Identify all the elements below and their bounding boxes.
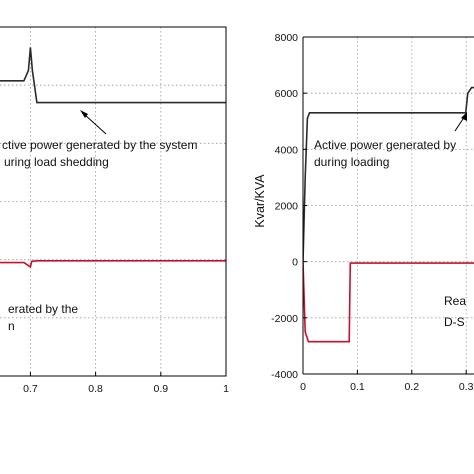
right-grid: [302, 36, 474, 375]
active-power-line: [303, 86, 474, 262]
right-y-axis-label: Kvar/KVA: [253, 174, 267, 228]
right-annotation2-line1: Rea: [444, 294, 466, 308]
left-series: [0, 47, 226, 269]
x-tick-label: 0.9: [153, 383, 168, 395]
right-annotation-active-power: Active power generated by during loading: [314, 112, 467, 169]
reactive-power-line: [0, 259, 226, 269]
x-tick-label: 0.2: [404, 381, 419, 393]
left-annotation-arrowhead: [80, 110, 88, 118]
right-annotation-line2: during loading: [314, 155, 389, 169]
y-tick-label: 4000: [275, 144, 299, 156]
right-annotation-arrowhead: [461, 112, 467, 121]
left-grid: [0, 27, 227, 376]
reactive-power-line: [303, 261, 474, 343]
x-tick-label: 0: [300, 381, 306, 393]
left-x-ticks: 0.60.70.80.91: [23, 372, 229, 395]
x-tick-label: 0.3: [459, 381, 474, 393]
x-tick-label: 0.8: [88, 383, 103, 395]
y-tick-label: 2000: [275, 201, 299, 213]
left-annotation-active-power: ctive power generated by the system urin…: [2, 110, 197, 169]
right-annotation2-line2: D-S: [444, 315, 465, 329]
left-chart: 0.60.70.80.91 ctive power generated by t…: [0, 26, 229, 395]
left-annotation-reactive-power: erated by the n: [8, 302, 78, 333]
y-tick-label: 6000: [275, 88, 299, 100]
left-annotation-line1: ctive power generated by the system: [2, 138, 197, 152]
y-tick-label: 8000: [275, 32, 299, 44]
active-power-line: [0, 47, 226, 104]
right-chart: 00.10.20.30.480006000400020000-2000-4000…: [253, 32, 474, 393]
y-tick-label: 0: [292, 257, 298, 269]
right-axis-ticks: 00.10.20.30.480006000400020000-2000-4000: [271, 32, 474, 393]
left-annotation-arrow: [83, 113, 107, 135]
y-tick-label: -2000: [271, 313, 298, 325]
left-annotation-line2: uring load shedding: [4, 155, 109, 169]
x-tick-label: 1: [223, 383, 229, 395]
y-tick-label: -4000: [271, 369, 298, 381]
right-annotation-reactive-power: Rea D-S: [444, 294, 466, 329]
left-annotation2-line2: n: [8, 319, 15, 333]
left-plot-frame: [0, 26, 227, 377]
right-series: [303, 86, 474, 343]
right-annotation-line1: Active power generated by: [314, 138, 456, 152]
x-tick-label: 0.7: [23, 383, 38, 395]
left-annotation2-line1: erated by the: [8, 302, 78, 316]
x-tick-label: 0.1: [350, 381, 365, 393]
